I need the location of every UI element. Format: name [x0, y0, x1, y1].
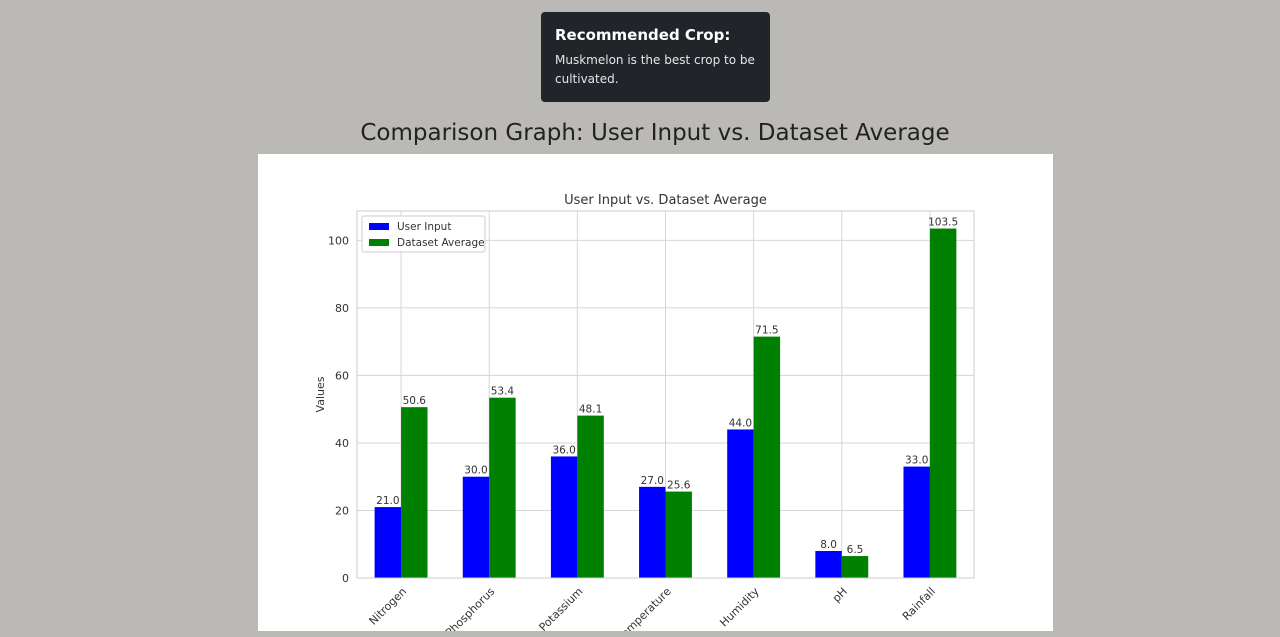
bar-value-label: 33.0 — [905, 455, 928, 467]
bar-dataset-average — [929, 228, 957, 578]
bar-value-label: 103.5 — [928, 217, 958, 229]
bar-dataset-average — [577, 415, 604, 578]
legend-label: User Input — [397, 221, 451, 233]
legend-box — [361, 215, 486, 253]
y-tick-label: 80 — [335, 302, 349, 315]
x-tick-label: Phosphorus — [443, 585, 498, 631]
toast-title: Recommended Crop: — [555, 26, 731, 44]
legend-swatch — [369, 223, 389, 230]
recommendation-toast: Recommended Crop: Muskmelon is the best … — [541, 12, 770, 102]
x-tick-label: Temperature — [614, 585, 673, 631]
x-tick-label: Nitrogen — [367, 585, 410, 628]
chart-card: 0 20 40 60 80 100 21.0 30.0 36.0 27.0 44.0 8.0 33.0 5… — [258, 154, 1053, 631]
y-tick-label: 20 — [335, 504, 349, 517]
x-tick-label: Potassium — [537, 585, 586, 631]
y-tick-label: 40 — [335, 437, 349, 450]
bar-dataset-average — [665, 491, 692, 578]
comparison-chart: 0 20 40 60 80 100 21.0 30.0 36.0 27.0 44.0 8.0 33.0 5… — [314, 193, 975, 631]
y-tick-label: 100 — [328, 234, 349, 247]
legend-swatch — [369, 239, 389, 246]
bar-value-label: 50.6 — [403, 395, 427, 407]
bar-value-label: 6.5 — [847, 544, 864, 556]
y-tick-label: 0 — [342, 572, 349, 585]
bar-value-label: 8.0 — [820, 539, 837, 551]
bar-value-label: 36.0 — [552, 444, 575, 456]
bar-dataset-average — [489, 397, 516, 578]
bar-dataset-average — [753, 336, 781, 578]
bar-dataset-average — [401, 407, 428, 578]
bar-user-input — [550, 456, 578, 578]
bar-value-label: 21.0 — [376, 495, 399, 507]
bar-user-input — [727, 429, 754, 578]
bar-dataset-average — [841, 556, 869, 578]
bar-value-label: 44.0 — [729, 417, 752, 429]
y-axis-label: Values — [314, 376, 327, 412]
toast-message: Muskmelon is the best crop to be cultiva… — [555, 53, 755, 86]
y-tick-label: 60 — [335, 369, 349, 382]
x-tick-label: Rainfall — [900, 585, 938, 623]
bar-value-label: 30.0 — [464, 465, 487, 477]
legend-label: Dataset Average — [397, 237, 485, 249]
bar-user-input — [462, 476, 490, 578]
x-tick-label: pH — [830, 585, 850, 605]
bar-user-input — [374, 507, 402, 578]
x-tick-label: Humidity — [717, 585, 762, 630]
bar-value-label: 53.4 — [491, 386, 515, 398]
bar-value-label: 25.6 — [667, 480, 691, 492]
bar-user-input — [639, 486, 666, 578]
plot-border — [356, 210, 975, 579]
bar-user-input — [815, 550, 842, 578]
graph-heading: Comparison Graph: User Input vs. Dataset… — [360, 120, 950, 146]
bar-user-input — [903, 466, 930, 578]
bar-value-label: 27.0 — [641, 475, 664, 487]
chart-title: User Input vs. Dataset Average — [564, 193, 767, 208]
bar-value-label: 48.1 — [579, 404, 602, 416]
bar-value-label: 71.5 — [755, 325, 778, 337]
